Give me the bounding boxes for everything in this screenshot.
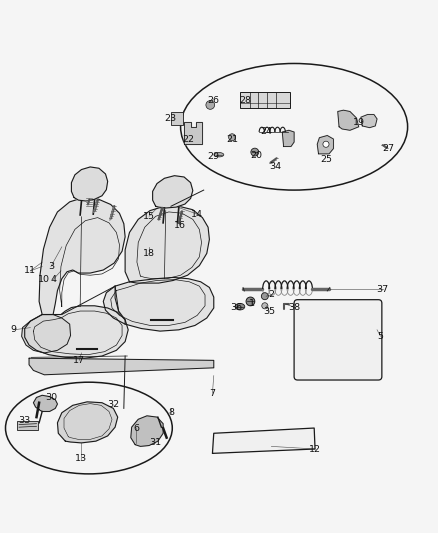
FancyBboxPatch shape [294,300,382,380]
Text: 5: 5 [378,332,384,341]
Polygon shape [125,206,209,283]
Text: 24: 24 [260,127,272,136]
Polygon shape [29,358,214,375]
Ellipse shape [214,152,224,157]
Circle shape [261,293,268,300]
Text: 27: 27 [382,144,394,153]
Text: 28: 28 [239,96,251,105]
Text: 3: 3 [48,262,54,271]
Text: 8: 8 [168,408,174,417]
Text: 26: 26 [208,96,220,105]
Bar [17,422,38,430]
Text: 31: 31 [150,438,162,447]
Text: 21: 21 [226,135,238,144]
Text: 13: 13 [75,454,88,463]
Text: 11: 11 [25,266,36,276]
Text: 6: 6 [133,424,139,433]
Text: 29: 29 [208,151,220,160]
Text: 7: 7 [209,389,215,398]
Text: 1: 1 [249,299,255,308]
Polygon shape [361,115,377,128]
Text: 25: 25 [320,155,332,164]
Polygon shape [39,198,125,314]
Polygon shape [212,428,315,454]
Text: 4: 4 [50,275,56,284]
Text: 14: 14 [191,209,203,219]
Circle shape [206,101,215,109]
Text: 15: 15 [143,212,155,221]
Text: 32: 32 [107,400,120,409]
Bar [171,111,183,125]
Polygon shape [25,306,128,358]
Circle shape [251,148,259,156]
Text: 30: 30 [45,393,57,402]
Text: 10: 10 [38,275,49,284]
Circle shape [323,141,329,147]
Text: 12: 12 [309,445,321,454]
Polygon shape [184,123,201,144]
Text: 35: 35 [263,306,275,316]
Text: 16: 16 [174,221,186,230]
Text: 38: 38 [288,303,300,312]
Text: 2: 2 [268,290,274,300]
Polygon shape [338,110,359,130]
Text: 34: 34 [269,161,281,171]
Text: 9: 9 [11,325,17,334]
Polygon shape [103,277,214,331]
Circle shape [229,134,236,141]
Text: 36: 36 [230,303,243,312]
Polygon shape [131,416,163,446]
Polygon shape [71,167,108,201]
Circle shape [262,303,268,309]
Text: 22: 22 [183,135,194,144]
Circle shape [246,297,255,306]
Text: 19: 19 [353,118,365,127]
Ellipse shape [235,303,245,310]
Polygon shape [57,402,118,443]
Text: 17: 17 [73,356,85,365]
Text: 18: 18 [143,249,155,258]
Polygon shape [283,130,294,147]
Text: 33: 33 [18,416,31,425]
Polygon shape [21,314,71,353]
Polygon shape [33,395,57,411]
Text: 20: 20 [250,151,262,160]
Bar [240,92,290,108]
Text: 23: 23 [164,114,176,123]
Text: 37: 37 [377,285,389,294]
Polygon shape [317,135,333,154]
Polygon shape [152,176,193,208]
